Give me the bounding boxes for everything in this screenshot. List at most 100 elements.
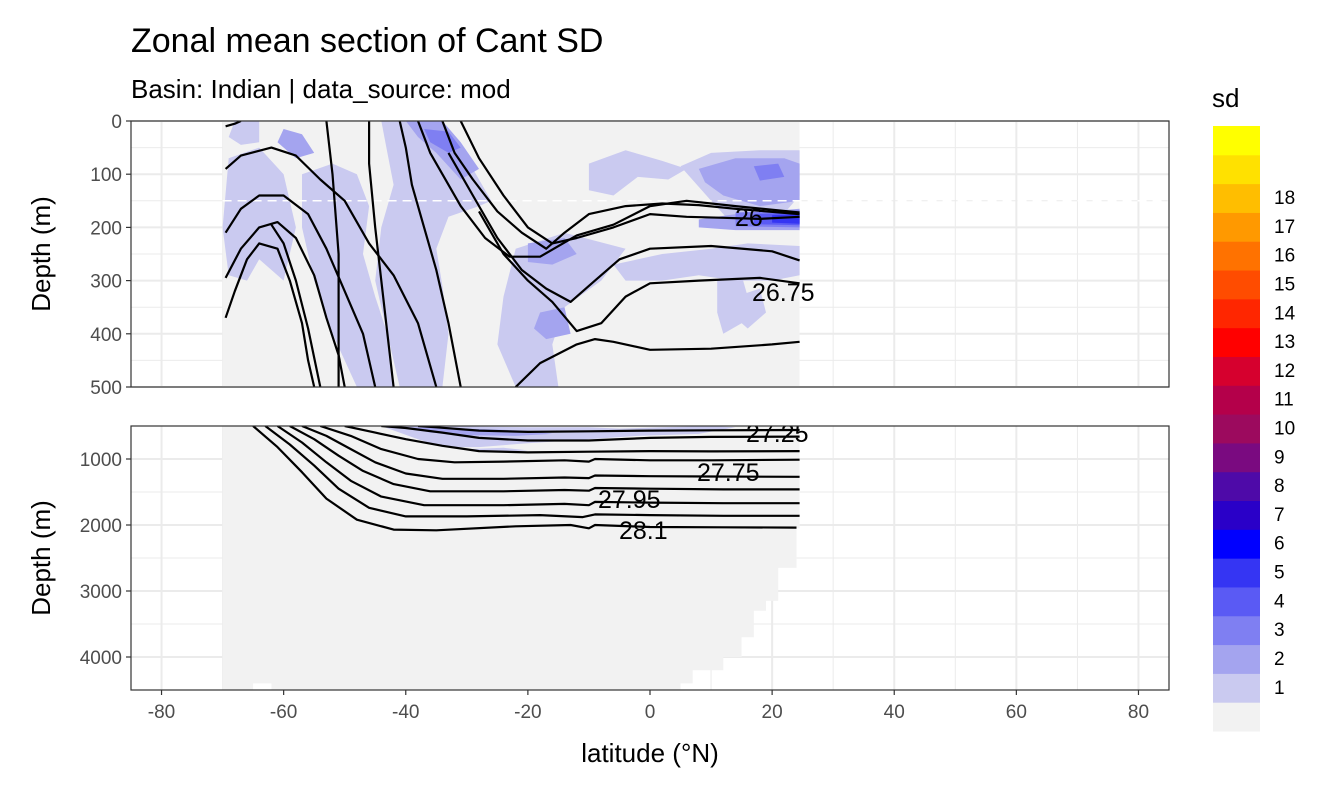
legend-tick-label: 4: [1274, 591, 1285, 612]
isopycnal-line-lower-9: [252, 426, 797, 532]
legend-tick-label: 9: [1274, 447, 1285, 468]
sd-contour-fill-10: [534, 307, 571, 340]
legend-tick-label: 7: [1274, 505, 1285, 526]
y-tick-label: 4000: [80, 648, 122, 669]
legend-color-swatch: [1213, 442, 1260, 473]
contour-label: 26.75: [752, 279, 815, 307]
legend-tick-label: 18: [1274, 188, 1295, 209]
x-axis-title: latitude (°N): [581, 738, 719, 768]
contour-label: 28.1: [619, 517, 668, 545]
legend-color-swatch: [1213, 327, 1260, 357]
isopycnal-line-upper-12: [459, 121, 800, 245]
isopycnal-line-lower-2: [381, 426, 800, 442]
legend-color-swatch: [1213, 644, 1260, 674]
isopycnal-line-upper-10: [416, 121, 800, 258]
isopycnal-line-upper-14: [478, 210, 800, 333]
isopycnal-line-lower-1: [417, 426, 800, 433]
legend-color-swatch: [1213, 500, 1260, 530]
isopycnal-line-upper-4: [224, 221, 346, 387]
contour-label: 26: [735, 204, 763, 232]
isopycnal-line-upper-9: [398, 121, 462, 387]
isopycnal-line-lower-8: [264, 426, 800, 519]
x-tick-label: -80: [148, 702, 175, 723]
x-tick-label: -60: [270, 702, 297, 723]
isopycnal-line-upper-5: [224, 242, 316, 387]
legend-color-swatch: [1213, 298, 1260, 329]
isopycnal-line-lower-3: [344, 426, 800, 454]
ocean-margin: [228, 544, 235, 684]
y-tick-label: 200: [90, 218, 122, 239]
isopycnal-line-upper-7: [325, 121, 340, 387]
x-tick-label: 40: [884, 702, 905, 723]
legend-color-swatch: [1213, 615, 1260, 646]
legend-title: sd: [1212, 83, 1239, 113]
isopycnal-line-lower-5: [301, 426, 800, 480]
sd-contour-fill-7: [277, 129, 315, 159]
legend-tick-label: 13: [1274, 332, 1295, 353]
sd-contour-fill-14: [753, 163, 785, 181]
y-tick-label: 500: [90, 378, 122, 399]
contour-label: 27.75: [697, 459, 760, 487]
isopycnal-line-upper-2: [224, 146, 438, 387]
isopycnal-line-lower-4: [319, 426, 800, 464]
legend-color-swatch: [1213, 385, 1260, 415]
y-tick-label: 1000: [80, 450, 122, 471]
y-tick-label: 2000: [80, 516, 122, 537]
chart-subtitle: Basin: Indian | data_source: mod: [131, 74, 511, 104]
isopycnal-line-upper-15: [514, 338, 800, 387]
legend-color-swatch: [1213, 183, 1260, 213]
sd-contour-fill-1: [228, 121, 260, 145]
legend-tick-label: 16: [1274, 246, 1295, 267]
legend-tick-label: 14: [1274, 303, 1296, 324]
isopycnal-line-upper-1: [225, 121, 242, 128]
legend-tick-label: 11: [1274, 390, 1294, 411]
legend-tick-label: 15: [1274, 274, 1295, 295]
x-tick-label: 20: [762, 702, 783, 723]
y-tick-label: 0: [111, 112, 122, 133]
x-tick-label: 60: [1006, 702, 1027, 723]
y-axis-title-lower: Depth (m): [26, 500, 56, 616]
x-tick-label: 80: [1128, 702, 1149, 723]
isopycnal-line-upper-8: [368, 121, 395, 387]
isopycnal-line-upper-11: [441, 121, 800, 250]
lower-panel-fill: 27.25 27.75 27.95 28.1: [222, 420, 809, 690]
legend-color-swatch: [1213, 356, 1260, 386]
sd-contour-fill-lower-3: [466, 447, 528, 453]
x-tick-label: -20: [514, 702, 541, 723]
legend-color-swatch: [1213, 414, 1260, 444]
sd-contour-fill-4: [375, 121, 492, 387]
contour-label: 27.95: [598, 486, 661, 514]
legend-color-swatch: [1213, 558, 1260, 588]
legend-tick-label: 3: [1274, 620, 1285, 641]
chart-title: Zonal mean section of Cant SD: [131, 22, 604, 60]
legend-color-swatch: [1213, 270, 1260, 300]
upper-panel-fill: 26 26.75: [222, 121, 1169, 387]
sd-contour-fill-15: [613, 243, 800, 281]
isopycnal-line-upper-6: [270, 224, 322, 387]
legend-color-swatch: [1213, 471, 1260, 502]
isopycnal-line-upper-3: [224, 194, 377, 387]
legend-tick-label: 2: [1274, 649, 1285, 670]
legend-color-swatch: [1213, 212, 1260, 242]
legend-color-swatch: [1213, 529, 1260, 559]
y-axis-title-upper: Depth (m): [26, 196, 56, 312]
x-tick-label: 0: [645, 702, 656, 723]
isopycnal-line-upper-13: [447, 152, 800, 303]
legend-color-swatch: [1213, 586, 1260, 617]
isopycnal-line-lower-6: [289, 426, 800, 493]
legend-tick-label: 6: [1274, 534, 1285, 555]
y-tick-label: 300: [90, 272, 122, 293]
sd-contour-fill-17: [735, 288, 766, 329]
legend-color-swatch: [1213, 126, 1260, 156]
upper-panel-border: [130, 120, 1170, 388]
legend-color-swatch: [1213, 702, 1260, 732]
y-tick-label: 400: [90, 325, 122, 346]
legend-tick-label: 1: [1274, 678, 1285, 699]
legend-color-swatch: [1213, 154, 1260, 185]
legend-color-swatch: [1213, 673, 1260, 703]
contour-label: 27.25: [746, 420, 809, 448]
isopycnal-line-lower-7: [276, 426, 800, 507]
ocean-background: [222, 426, 800, 690]
legend-tick-label: 5: [1274, 563, 1285, 584]
